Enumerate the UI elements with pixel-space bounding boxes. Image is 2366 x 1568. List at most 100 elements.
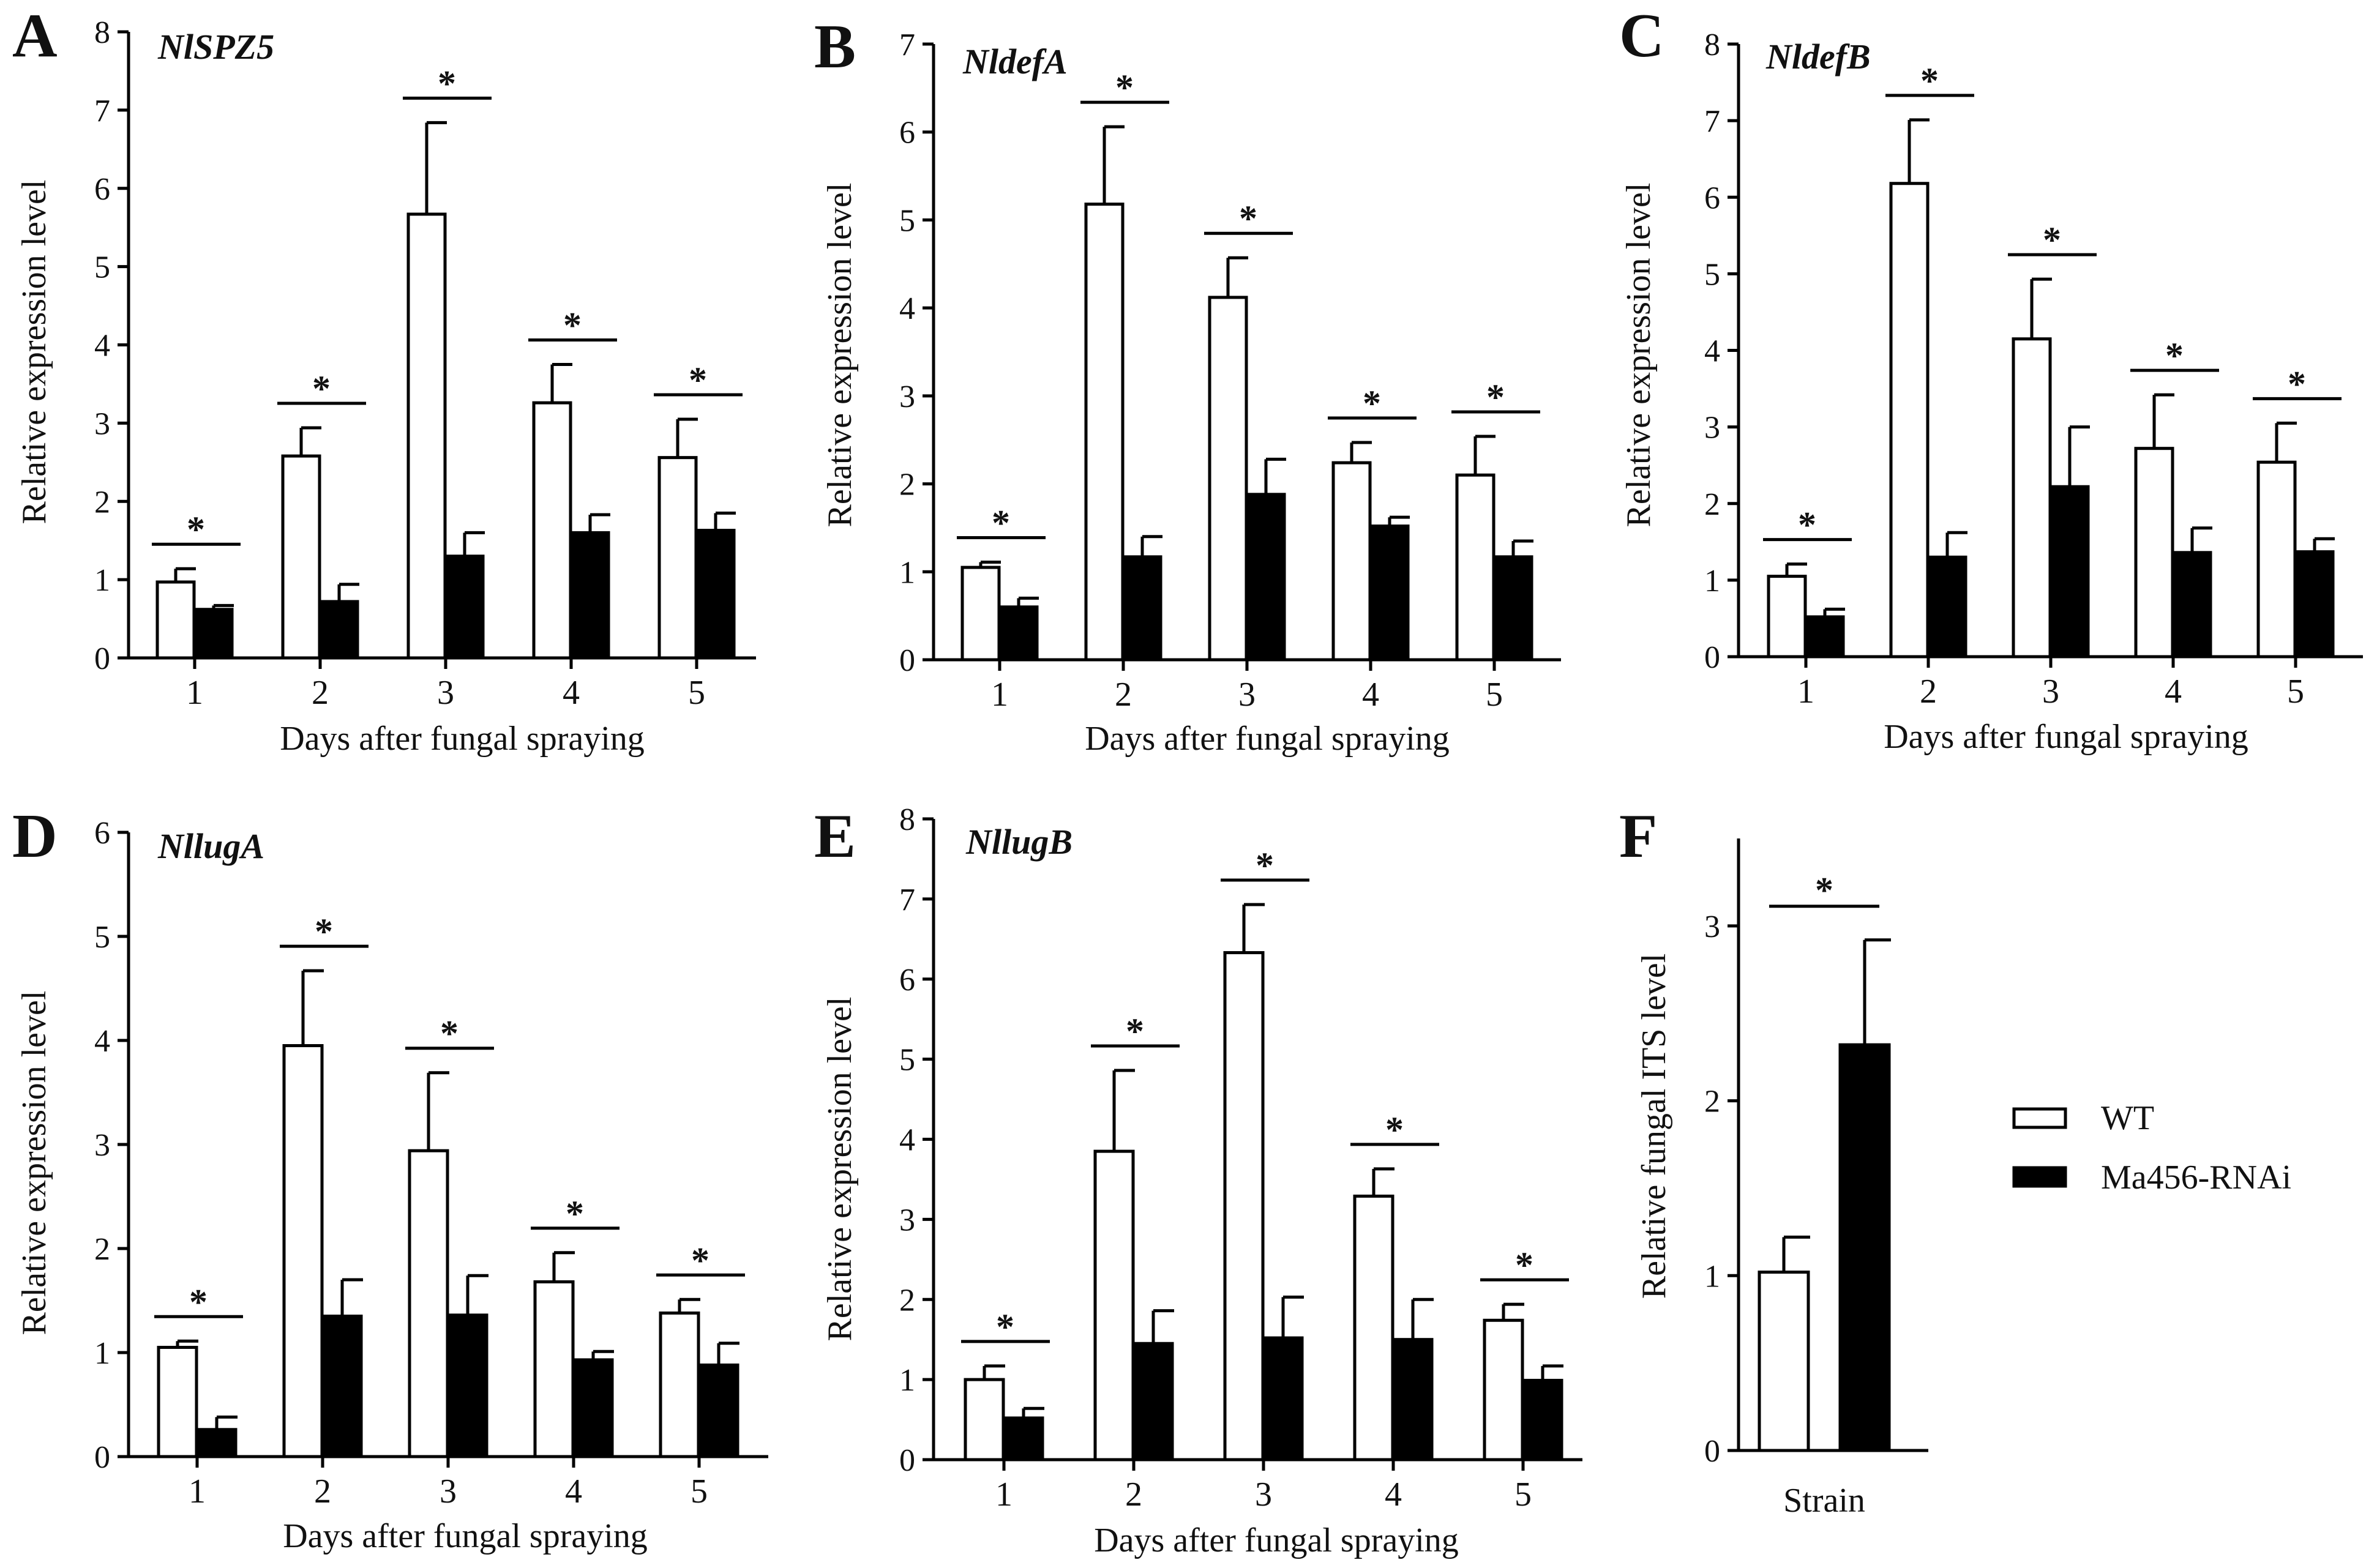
x-axis-label-a: Days after fungal spraying — [280, 720, 645, 758]
y-tick-label-c-2: 2 — [1704, 487, 1720, 522]
bar-wt-c-2 — [2012, 337, 2052, 659]
bar-wt-e-0 — [964, 1378, 1005, 1462]
y-axis-label-d: Relative expression level — [15, 991, 53, 1335]
bar-wt-c-0 — [1767, 575, 1807, 659]
y-tick-label-d-5: 5 — [94, 920, 110, 955]
y-tick-label-b-2: 2 — [899, 468, 915, 502]
x-tick-label-b-4: 5 — [1486, 676, 1503, 714]
sig-star-e-4: * — [1515, 1245, 1533, 1285]
y-tick-label-d-1: 1 — [94, 1336, 110, 1371]
bar-wt-e-3 — [1353, 1194, 1395, 1462]
bar-rnai-e-4 — [1522, 1378, 1563, 1462]
bar-rnai-c-3 — [2172, 551, 2212, 659]
bar-rnai-b-1 — [1122, 555, 1162, 662]
y-tick-label-d-3: 3 — [94, 1128, 110, 1163]
x-tick-label-e-1: 2 — [1125, 1476, 1142, 1514]
x-tick-label-c-1: 2 — [1920, 673, 1937, 711]
legend-swatch-wt — [2012, 1107, 2067, 1129]
sig-star-b-4: * — [1486, 377, 1505, 417]
bar-wt-d-4 — [659, 1311, 700, 1458]
sig-star-e-0: * — [996, 1307, 1014, 1347]
bar-wt-b-1 — [1084, 203, 1125, 662]
bar-wt-b-4 — [1455, 473, 1496, 662]
x-axis-label-e: Days after fungal spraying — [1094, 1521, 1459, 1559]
y-tick-label-e-1: 1 — [899, 1363, 915, 1398]
gene-title-b: NldefA — [962, 42, 1068, 81]
bar-rnai-e-3 — [1392, 1338, 1434, 1462]
bar-wt-e-4 — [1483, 1318, 1524, 1462]
x-tick-label-c-4: 5 — [2287, 673, 2304, 711]
x-axis-label-c: Days after fungal spraying — [1884, 718, 2248, 756]
bar-rnai-e-1 — [1132, 1342, 1174, 1462]
y-tick-label-b-7: 7 — [899, 28, 915, 62]
y-tick-label-b-3: 3 — [899, 379, 915, 414]
bar-wt-d-0 — [157, 1346, 198, 1458]
sig-star-d-1: * — [315, 911, 333, 952]
bar-wt-a-4 — [657, 456, 698, 660]
y-tick-label-c-6: 6 — [1704, 181, 1720, 215]
x-tick-label-d-2: 3 — [440, 1473, 457, 1510]
bar-rnai-e-2 — [1262, 1336, 1304, 1462]
bar-wt-c-4 — [2256, 460, 2297, 659]
y-tick-label-b-4: 4 — [899, 291, 915, 326]
bar-wt-a-2 — [406, 212, 447, 660]
bar-rnai-a-2 — [444, 554, 485, 660]
bar-rnai-c-4 — [2294, 550, 2335, 659]
y-tick-label-e-8: 8 — [899, 802, 915, 837]
bar-rnai-a-0 — [193, 608, 234, 660]
bar-rnai-e-0 — [1003, 1416, 1044, 1462]
y-tick-label-e-6: 6 — [899, 963, 915, 998]
y-tick-label-f-3: 3 — [1704, 909, 1720, 944]
bar-rnai-a-3 — [570, 531, 610, 660]
y-tick-label-a-6: 6 — [94, 172, 110, 207]
bar-rnai-d-1 — [321, 1315, 363, 1458]
y-tick-label-c-4: 4 — [1704, 334, 1720, 369]
bar-wt-a-0 — [155, 580, 196, 660]
sig-star-b-2: * — [1239, 198, 1257, 239]
y-tick-label-e-3: 3 — [899, 1203, 915, 1238]
sig-star-e-3: * — [1385, 1110, 1404, 1150]
x-tick-label-e-4: 5 — [1514, 1476, 1532, 1514]
panel-letter-f: F — [1619, 802, 1657, 871]
y-tick-label-a-3: 3 — [94, 406, 110, 441]
y-tick-label-a-1: 1 — [94, 563, 110, 598]
sig-star-f-0: * — [1815, 870, 1833, 911]
gene-title-a: NlSPZ5 — [157, 27, 274, 67]
panel-a: A NlSPZ5 Relative expression level Days … — [12, 1, 756, 758]
y-tick-label-c-7: 7 — [1704, 104, 1720, 139]
panel-b: B NldefA Relative expression level Days … — [814, 12, 1561, 758]
bar-f-wt — [1758, 1271, 1810, 1452]
x-axis-label-b: Days after fungal spraying — [1085, 720, 1450, 758]
y-tick-label-f-1: 1 — [1704, 1259, 1720, 1294]
sig-star-a-4: * — [689, 360, 707, 400]
bar-wt-b-3 — [1331, 461, 1372, 662]
sig-star-e-2: * — [1256, 845, 1274, 886]
sig-star-d-3: * — [566, 1193, 584, 1234]
y-tick-label-f-0: 0 — [1704, 1434, 1720, 1469]
legend-swatch-rnai — [2012, 1166, 2067, 1188]
x-tick-label-a-3: 4 — [563, 674, 580, 712]
bar-rnai-a-4 — [695, 529, 736, 660]
bar-rnai-b-3 — [1369, 525, 1410, 662]
x-tick-label-b-1: 2 — [1115, 676, 1132, 714]
y-tick-label-c-0: 0 — [1704, 640, 1720, 675]
x-tick-label-a-0: 1 — [186, 674, 203, 712]
sig-star-a-2: * — [438, 63, 456, 103]
y-tick-label-b-0: 0 — [899, 643, 915, 678]
legend-label-rnai: Ma456-RNAi — [2101, 1159, 2291, 1197]
sig-star-c-4: * — [2288, 364, 2306, 404]
panel-d: D NllugA Relative expression level Days … — [12, 802, 768, 1555]
bar-wt-a-3 — [532, 401, 572, 660]
y-tick-label-b-1: 1 — [899, 555, 915, 590]
sig-star-b-1: * — [1115, 67, 1134, 108]
x-tick-label-a-4: 5 — [688, 674, 705, 712]
sig-star-a-1: * — [312, 368, 331, 409]
bar-wt-b-0 — [960, 566, 1001, 662]
bar-rnai-c-0 — [1805, 615, 1845, 659]
bar-rnai-d-4 — [698, 1363, 739, 1458]
gene-title-c: NldefB — [1765, 37, 1871, 77]
y-tick-label-e-7: 7 — [899, 883, 915, 917]
y-tick-label-e-2: 2 — [899, 1283, 915, 1318]
y-axis-label-e: Relative expression level — [821, 997, 859, 1342]
bar-rnai-a-1 — [319, 600, 359, 660]
